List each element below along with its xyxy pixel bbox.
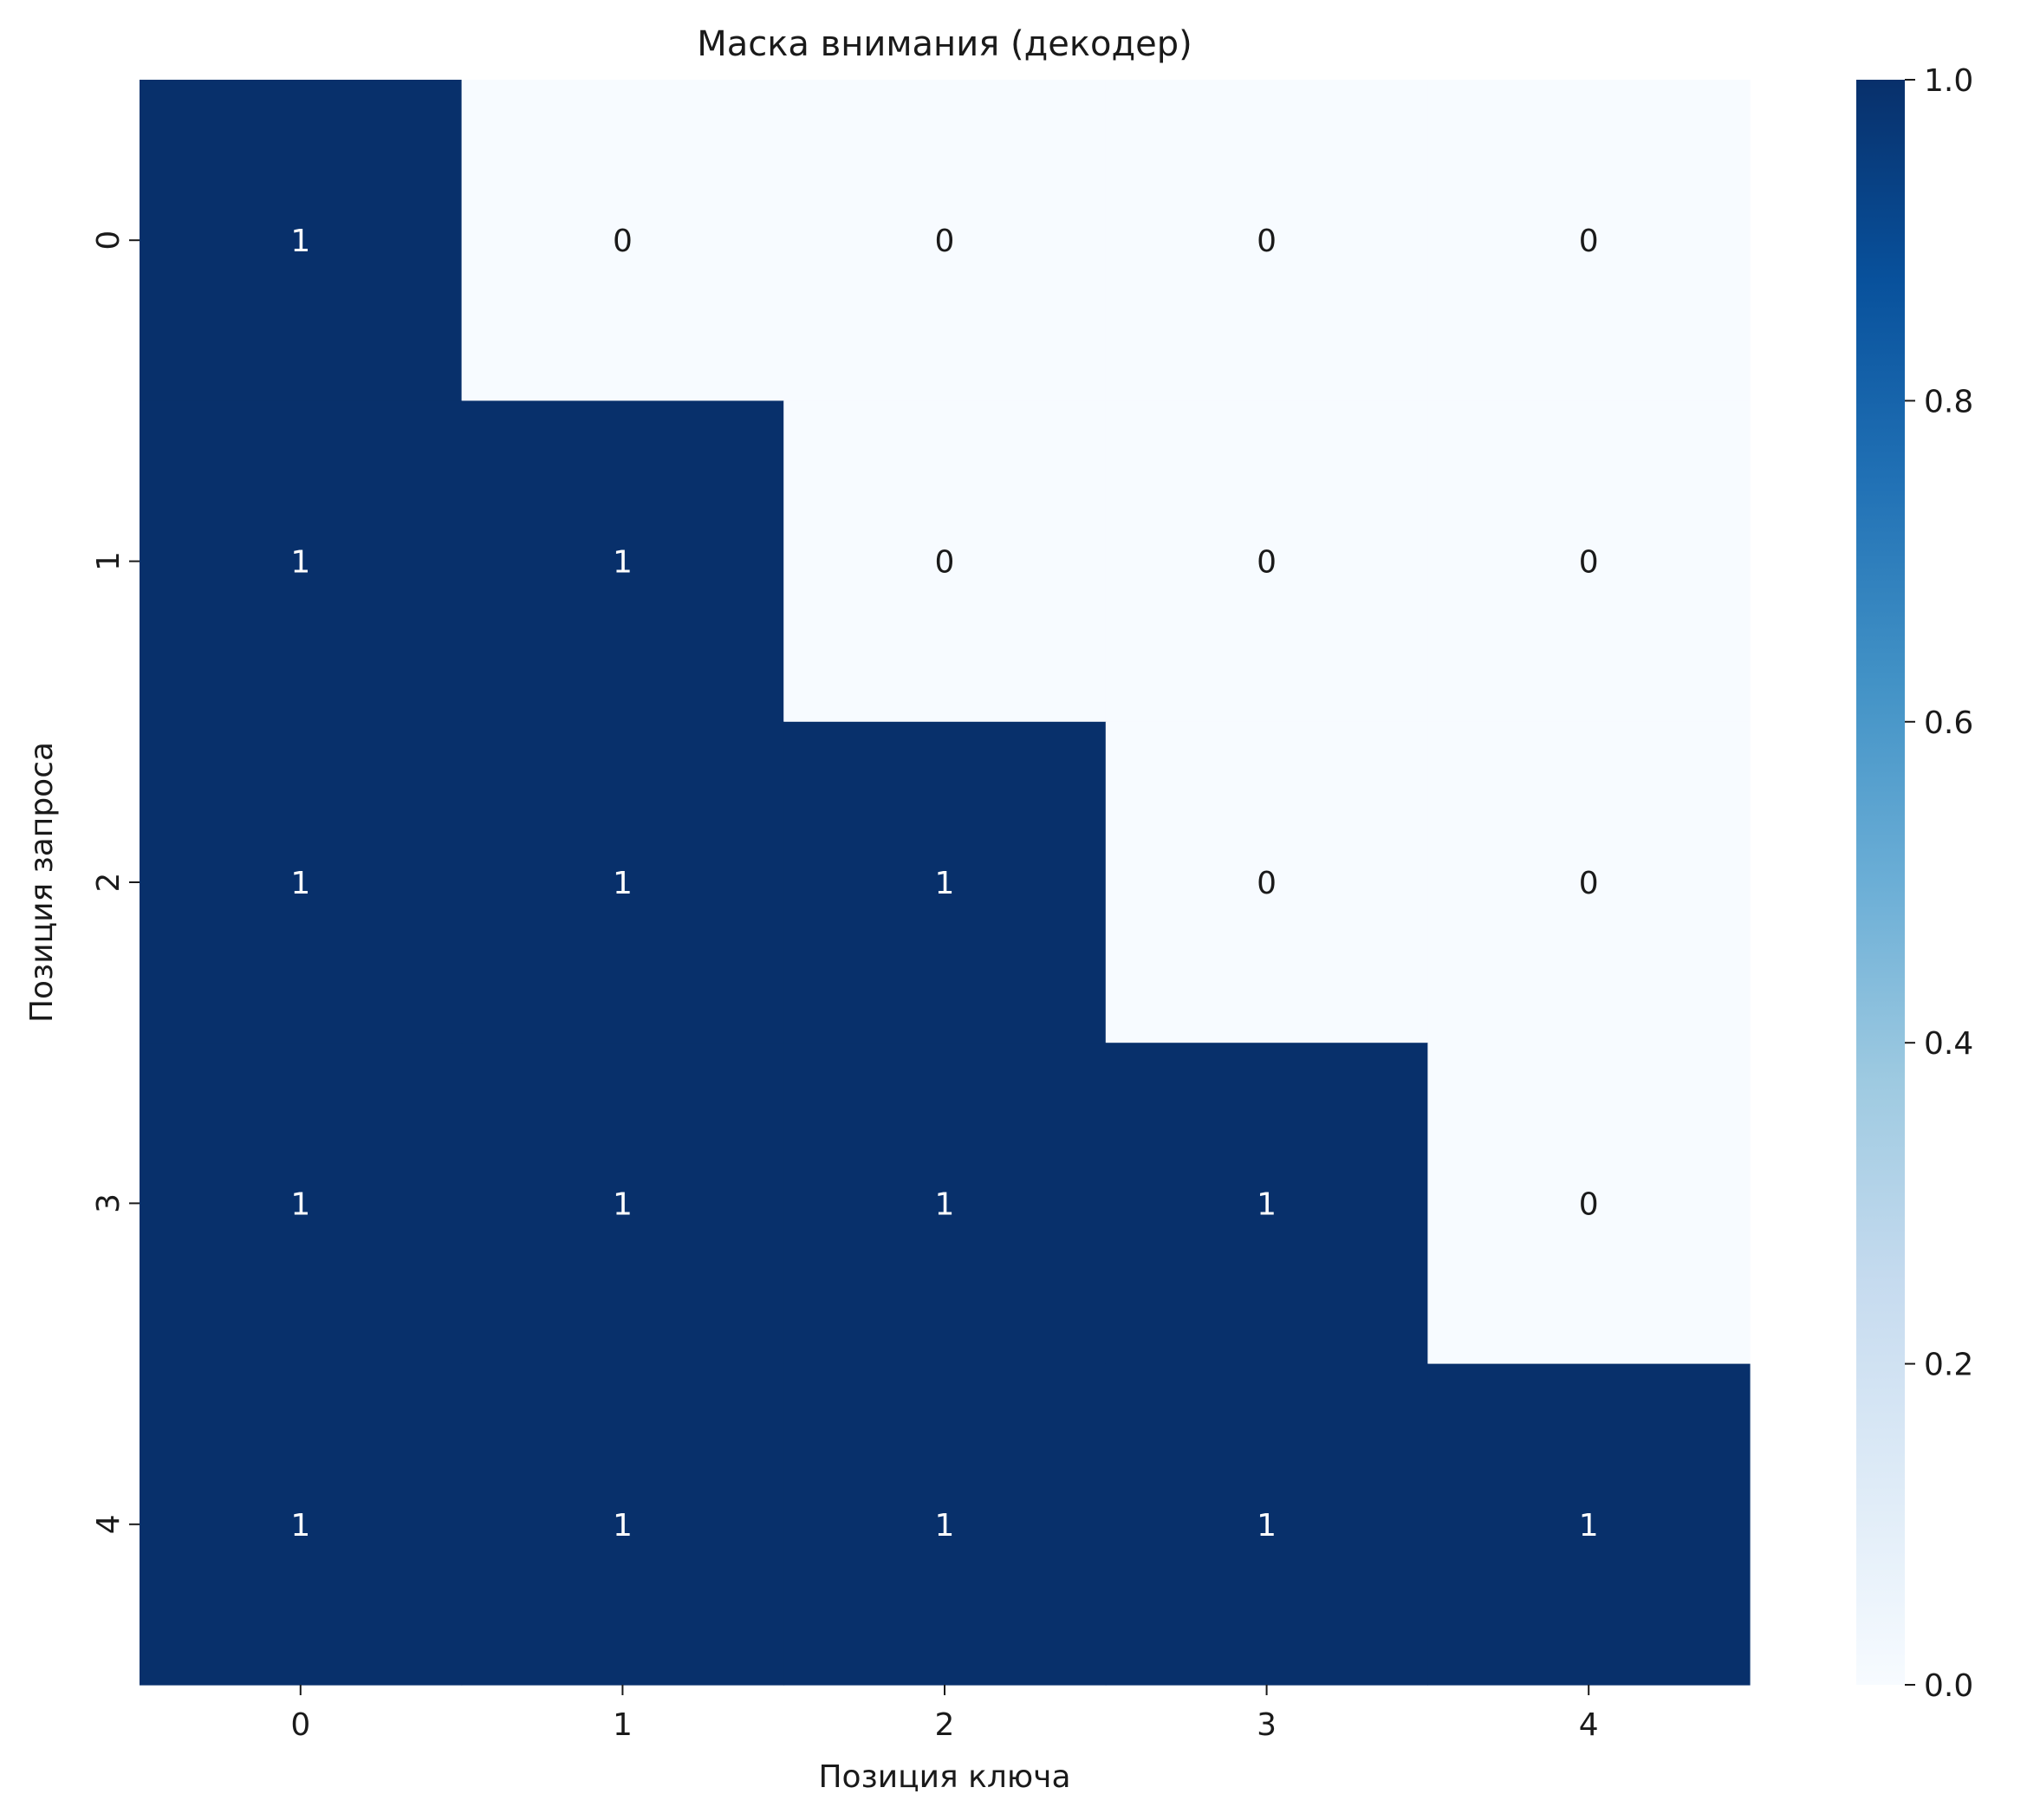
y-tick-label-3: 3 [91, 1193, 127, 1213]
cell-value-label-1-3: 0 [1257, 545, 1277, 581]
cell-value-label-4-2: 1 [935, 1508, 955, 1544]
cell-value-label-3-2: 1 [935, 1186, 955, 1222]
heatmap-cell-3-3 [1105, 1043, 1428, 1365]
y-tick-label-1: 1 [91, 551, 127, 571]
cell-value-label-2-0: 1 [290, 866, 310, 901]
heatmap-cell-3-4 [1427, 1043, 1751, 1365]
y-axis-ticks: 0 1 2 3 4 [91, 231, 140, 1534]
heatmap-cell-4-1 [461, 1363, 784, 1686]
y-tick-label-2: 2 [91, 873, 127, 893]
cell-value-label-0-4: 0 [1579, 224, 1599, 259]
heatmap-cell-1-1 [461, 400, 784, 723]
x-tick-label-3: 3 [1257, 1707, 1277, 1743]
cell-value-label-1-4: 0 [1579, 545, 1599, 581]
heatmap-cell-2-0 [140, 721, 463, 1043]
colorbar-tick-label-1: 0.2 [1924, 1348, 1973, 1383]
heatmap-cell-3-1 [461, 1043, 784, 1365]
x-tick-label-1: 1 [613, 1707, 633, 1743]
cell-value-label-2-1: 1 [613, 866, 633, 901]
heatmap-cells [140, 80, 1751, 1686]
x-tick-label-4: 4 [1579, 1707, 1599, 1743]
y-axis-label: Позиция запроса [24, 742, 60, 1023]
cell-value-label-0-2: 0 [935, 224, 955, 259]
heatmap-cell-1-0 [140, 400, 463, 723]
heatmap-cell-0-3 [1105, 80, 1428, 401]
cell-value-label-3-3: 1 [1257, 1186, 1277, 1222]
heatmap-cell-0-4 [1427, 80, 1751, 401]
heatmap-cell-2-2 [783, 721, 1107, 1043]
y-tick-label-0: 0 [91, 231, 127, 250]
colorbar-tick-label-3: 0.6 [1924, 705, 1973, 741]
heatmap-cell-2-4 [1427, 721, 1751, 1043]
heatmap-cell-4-2 [783, 1363, 1107, 1686]
heatmap-cell-labels: 1 0 0 0 0 1 1 0 0 0 1 1 1 0 0 1 1 1 1 0 1 1 1 1 1 [290, 224, 1598, 1544]
cell-value-label-4-3: 1 [1257, 1508, 1277, 1544]
heatmap-cell-1-2 [783, 400, 1107, 723]
chart-title: Маска внимания (декодер) [697, 24, 1192, 64]
heatmap-cell-2-1 [461, 721, 784, 1043]
cell-value-label-4-1: 1 [613, 1508, 633, 1544]
heatmap-cell-2-3 [1105, 721, 1428, 1043]
heatmap-cell-1-4 [1427, 400, 1751, 723]
heatmap-cell-1-3 [1105, 400, 1428, 723]
x-tick-label-2: 2 [935, 1707, 955, 1743]
cell-value-label-3-1: 1 [613, 1186, 633, 1222]
cell-value-label-1-1: 1 [613, 545, 633, 581]
heatmap-cell-0-0 [140, 80, 463, 401]
colorbar-tick-label-5: 1.0 [1924, 63, 1973, 99]
x-tick-label-0: 0 [290, 1707, 310, 1743]
colorbar-tick-label-0: 0.0 [1924, 1668, 1973, 1704]
heatmap-cell-4-0 [140, 1363, 463, 1686]
cell-value-label-3-0: 1 [290, 1186, 310, 1222]
colorbar-tick-label-4: 0.8 [1924, 384, 1973, 419]
cell-value-label-0-1: 0 [613, 224, 633, 259]
heatmap-cell-3-0 [140, 1043, 463, 1365]
cell-value-label-1-2: 0 [935, 545, 955, 581]
cell-value-label-2-4: 0 [1579, 866, 1599, 901]
cell-value-label-2-3: 0 [1257, 866, 1277, 901]
x-axis-label: Позиция ключа [818, 1759, 1070, 1795]
heatmap-cell-4-3 [1105, 1363, 1428, 1686]
colorbar [1856, 80, 1905, 1685]
cell-value-label-1-0: 1 [290, 545, 310, 581]
colorbar-tick-label-2: 0.4 [1924, 1026, 1973, 1062]
cell-value-label-4-0: 1 [290, 1508, 310, 1544]
heatmap-cell-3-2 [783, 1043, 1107, 1365]
cell-value-label-2-2: 1 [935, 866, 955, 901]
colorbar-ticks: 0.0 0.2 0.4 0.6 0.8 1.0 [1905, 63, 1973, 1704]
cell-value-label-0-3: 0 [1257, 224, 1277, 259]
heatmap-cell-4-4 [1427, 1363, 1751, 1686]
cell-value-label-0-0: 1 [290, 224, 310, 259]
x-axis-ticks: 0 1 2 3 4 [290, 1685, 1599, 1743]
heatmap-cell-0-1 [461, 80, 784, 401]
cell-value-label-3-4: 0 [1579, 1186, 1599, 1222]
heatmap-cell-0-2 [783, 80, 1107, 401]
y-tick-label-4: 4 [91, 1514, 127, 1534]
cell-value-label-4-4: 1 [1579, 1508, 1599, 1544]
